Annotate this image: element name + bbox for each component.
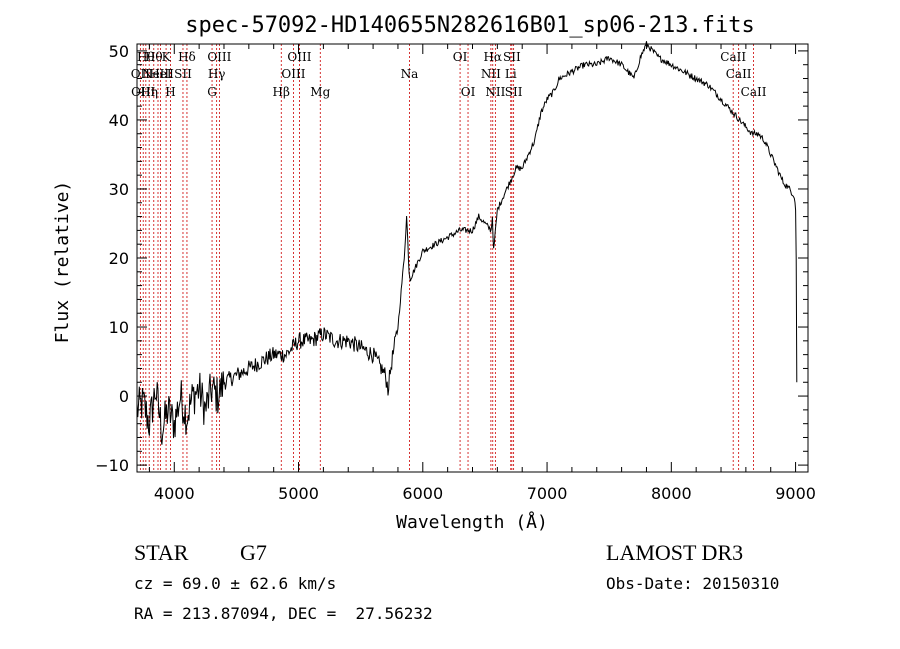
x-axis: 4000 5000 6000 7000 8000 9000 [148, 44, 816, 503]
line-label: Hθ [137, 50, 155, 64]
line-label: SII [505, 85, 523, 99]
line-label: OIII [281, 67, 305, 81]
observation-date: Obs-Date: 20150310 [606, 574, 780, 593]
line-label: OIII [207, 50, 231, 64]
line-label: CaII [741, 85, 767, 99]
spectrum-line [136, 41, 798, 445]
line-label: K [162, 50, 172, 64]
line-label: OIII [287, 50, 311, 64]
y-tick-label: 40 [109, 111, 129, 130]
line-label: Hβ [273, 85, 290, 99]
y-axis-label: Flux (relative) [52, 181, 73, 344]
y-tick-label: 50 [109, 42, 129, 61]
y-tick-label: 0 [119, 387, 129, 406]
line-label: SII [503, 50, 521, 64]
plot-frame [136, 43, 809, 473]
y-tick-label: 10 [109, 318, 129, 337]
y-axis: −10 0 10 20 30 40 50 [95, 42, 808, 475]
x-axis-label: Wavelength (Å) [396, 511, 548, 533]
y-tick-label: −10 [95, 456, 129, 475]
line-label: NII [481, 67, 501, 81]
line-label: Hγ [208, 67, 226, 81]
line-label: SII [174, 67, 192, 81]
line-label: Hη [140, 85, 158, 99]
line-label: H [165, 85, 175, 99]
x-tick-label: 6000 [402, 484, 443, 503]
line-label: Hθ [145, 50, 163, 64]
redshift-value: cz = 69.0 ± 62.6 km/s [134, 574, 337, 593]
x-tick-label: 5000 [278, 484, 319, 503]
x-tick-label: 8000 [651, 484, 692, 503]
line-label: NII [485, 85, 505, 99]
line-label: CaII [720, 50, 746, 64]
line-label: Hα [483, 50, 502, 64]
line-label: G [207, 85, 217, 99]
object-subclass: G7 [240, 540, 267, 565]
line-label: Li [505, 67, 517, 81]
line-label: HeI [149, 67, 172, 81]
x-tick-label: 4000 [154, 484, 195, 503]
line-label: NeIII [142, 67, 174, 81]
line-label: Mg [310, 85, 330, 99]
x-tick-label: 7000 [527, 484, 568, 503]
survey-name: LAMOST DR3 [606, 540, 744, 565]
line-label: Na [401, 67, 419, 81]
chart-title: spec-57092-HD140655N282616B01_sp06-213.f… [185, 13, 755, 38]
coordinates: RA = 213.87094, DEC = 27.56232 [134, 604, 433, 623]
y-tick-label: 30 [109, 180, 129, 199]
emission-line-markers [139, 44, 754, 472]
line-label: Hδ [178, 50, 196, 64]
line-label: CaII [726, 67, 752, 81]
object-class: STAR [134, 540, 189, 565]
line-label: OI [461, 85, 476, 99]
y-tick-label: 20 [109, 249, 129, 268]
line-label: OII [131, 67, 151, 81]
line-label: OI [453, 50, 468, 64]
x-tick-label: 9000 [775, 484, 816, 503]
spectrum-series [136, 41, 798, 445]
